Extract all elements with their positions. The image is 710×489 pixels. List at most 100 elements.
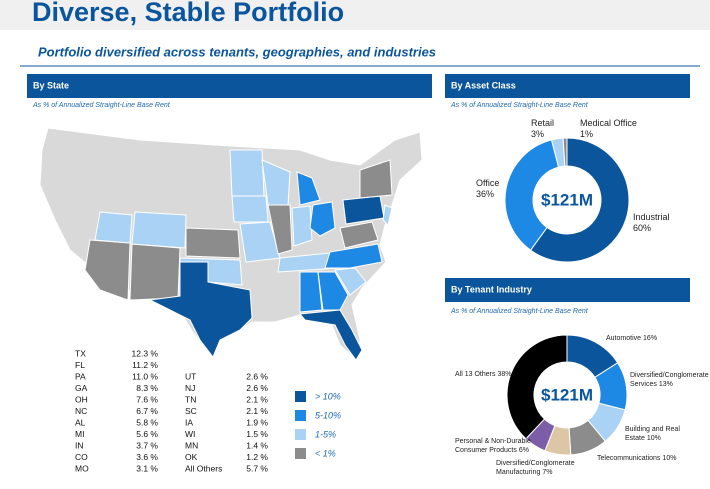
- legend-swatch: [295, 410, 306, 421]
- table-cell: PA: [75, 371, 86, 381]
- section-bar: [445, 278, 690, 302]
- state: [185, 227, 241, 259]
- state: [317, 271, 349, 311]
- state: [299, 271, 323, 313]
- table-cell: UT: [185, 371, 196, 381]
- state: [84, 239, 131, 301]
- table-cell: TN: [185, 394, 196, 404]
- donut-center-label: $121M: [541, 385, 593, 404]
- slice-value: 10%: [646, 435, 661, 442]
- slice-label: Diversified/Conglomerate Manufacturing 7%: [496, 459, 586, 477]
- table-cell: CO: [75, 452, 88, 462]
- section-bar: [27, 74, 432, 98]
- slice-value: 7%: [542, 469, 553, 476]
- table-cell: MO: [75, 463, 89, 473]
- state: [94, 211, 133, 244]
- table-cell: 12.3 %: [132, 348, 159, 358]
- table-cell: 3.1 %: [136, 463, 158, 473]
- table-cell: NJ: [185, 383, 195, 393]
- table-cell: OK: [185, 452, 198, 462]
- slice-label: All 13 Others 38%: [455, 370, 535, 379]
- table-cell: 3.7 %: [136, 440, 158, 450]
- state: [148, 261, 253, 358]
- slice-label: Industrial 60%: [633, 212, 693, 234]
- state: [324, 243, 383, 269]
- state: [299, 309, 363, 361]
- state: [131, 211, 187, 249]
- legend-label: < 1%: [315, 448, 336, 458]
- table-cell: 3.6 %: [136, 452, 158, 462]
- section-note: As % of Annualized Straight-Line Base Re…: [450, 102, 589, 109]
- slice-label: Automotive 16%: [606, 334, 686, 343]
- slice-value: 10%: [662, 455, 677, 462]
- table-cell: 8.3 %: [136, 383, 158, 393]
- title: Diverse, Stable Portfolio: [32, 0, 344, 27]
- slice-value: 3%: [531, 129, 545, 139]
- slice-value: 60%: [633, 223, 652, 233]
- table-cell: 5.8 %: [136, 417, 158, 427]
- slice-label: Diversified/Conglomerate Services 13%: [630, 371, 710, 389]
- table-cell: 2.6 %: [246, 371, 268, 381]
- slice-category: Diversified/Conglomerate Manufacturing: [496, 460, 575, 476]
- state: [229, 149, 265, 197]
- slice-value: 36%: [476, 189, 495, 199]
- table-cell: 11.0 %: [132, 371, 158, 381]
- table-cell: SC: [185, 406, 197, 416]
- slice-category: Medical Office: [580, 118, 637, 128]
- table-cell: 1.9 %: [246, 417, 268, 427]
- slice-label: Personal & Non-Durable Consumer Products…: [455, 437, 550, 455]
- slice-label: Medical Office 1%: [580, 118, 650, 140]
- donut-slice: [506, 334, 568, 440]
- legend-swatch: [295, 429, 306, 440]
- asset-class-donut: $121M: [504, 137, 630, 263]
- section-title: By Asset Class: [451, 80, 516, 90]
- state: [129, 243, 181, 301]
- table-cell: OH: [75, 394, 88, 404]
- legend-swatch: [295, 448, 306, 459]
- legend: > 10% 5-10% 1-5% < 1%: [295, 391, 341, 459]
- section-title: By Tenant Industry: [451, 284, 532, 294]
- table-cell: WI: [185, 429, 195, 439]
- slice-category: Retail: [531, 118, 555, 128]
- legend-label: 5-10%: [315, 410, 341, 420]
- table-cell: MI: [75, 429, 84, 439]
- table-cell: FL: [75, 360, 85, 370]
- state: [334, 267, 367, 296]
- slice-value: 16%: [643, 335, 658, 342]
- table-cell: 1.4 %: [246, 440, 268, 450]
- slice-category: Industrial: [633, 212, 670, 222]
- state: [296, 171, 321, 206]
- slice-category: Automotive: [606, 335, 642, 342]
- slice-value: 38%: [497, 371, 512, 378]
- table-cell: NC: [75, 406, 87, 416]
- table-cell: 1.2 %: [246, 452, 268, 462]
- slice-category: Building and Real Estate: [625, 426, 680, 442]
- legend-label: 1-5%: [315, 429, 336, 439]
- table-cell: GA: [75, 383, 88, 393]
- slice-value: 13%: [658, 381, 673, 388]
- section-note: As % of Annualized Straight-Line Base Re…: [32, 102, 171, 109]
- slice-category: Diversified/Conglomerate Services: [630, 372, 709, 388]
- state: [382, 204, 393, 226]
- slice-category: Telecommunications: [597, 455, 661, 462]
- table-cell: IN: [75, 440, 84, 450]
- table-cell: 5.7 %: [246, 463, 268, 473]
- state: [359, 159, 393, 199]
- table-cell: 2.1 %: [246, 394, 268, 404]
- subtitle: Portfolio diversified across tenants, ge…: [38, 44, 436, 59]
- donut-slice: [504, 139, 560, 251]
- state-table: TX 12.3 % FL 11.2 % PA 11.0 % GA 8.3 % OH 7.6 % NC…: [75, 348, 268, 473]
- table-cell: MN: [185, 440, 198, 450]
- section-title: By State: [33, 80, 69, 90]
- slice-category: Personal & Non-Durable Consumer Products: [455, 438, 531, 454]
- section-bar: [445, 74, 690, 98]
- legend-label: > 10%: [315, 391, 341, 401]
- slice-category: All 13 Others: [455, 371, 496, 378]
- section-note: As % of Annualized Straight-Line Base Re…: [450, 308, 589, 315]
- legend-swatch: [295, 391, 306, 402]
- table-cell: 7.6 %: [136, 394, 158, 404]
- state: [309, 201, 336, 237]
- slice-label: Retail 3%: [531, 118, 571, 140]
